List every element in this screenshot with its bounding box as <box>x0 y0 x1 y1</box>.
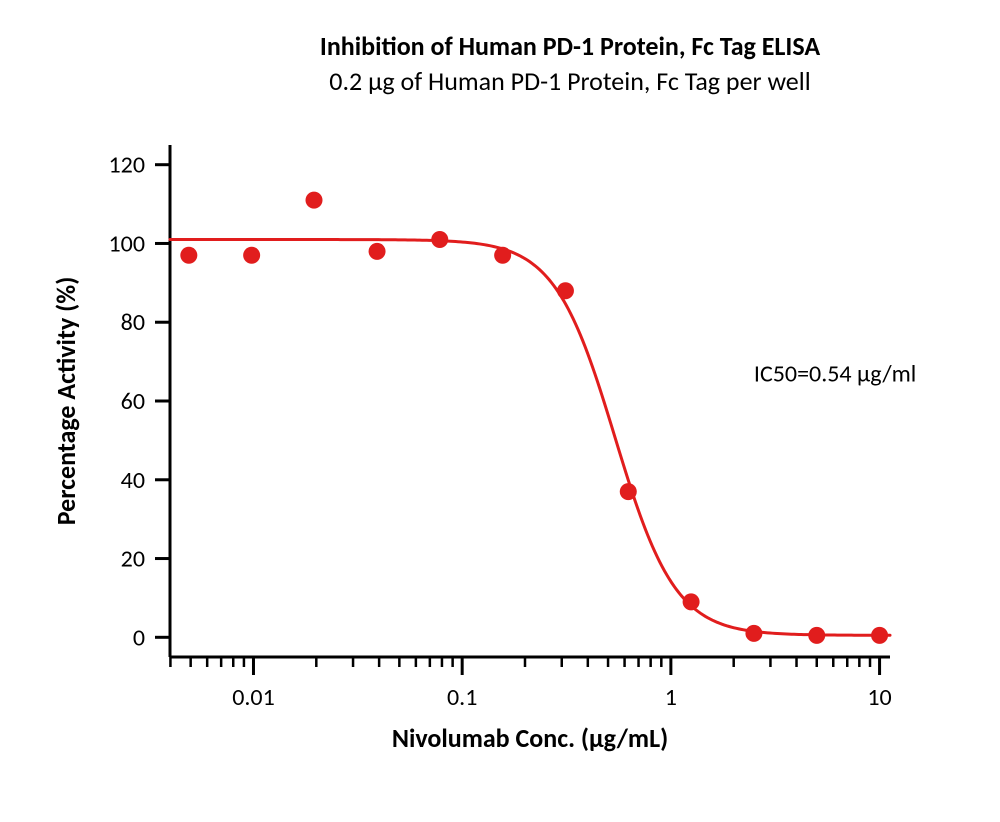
x-tick-label: 0.01 <box>232 683 275 712</box>
data-point <box>808 627 825 644</box>
chart-svg: Inhibition of Human PD-1 Protein, Fc Tag… <box>0 0 1000 822</box>
data-point <box>180 247 197 264</box>
data-point <box>557 282 574 299</box>
y-tick-label: 100 <box>109 229 146 258</box>
data-point <box>620 483 637 500</box>
fit-curve <box>170 240 890 636</box>
x-axis-label: Nivolumab Conc. (µg/mL) <box>392 722 668 754</box>
y-tick-label: 20 <box>121 545 145 574</box>
y-tick-label: 120 <box>109 151 146 180</box>
data-point <box>745 625 762 642</box>
y-tick-label: 80 <box>121 308 145 337</box>
chart-title-sub: 0.2 µg of Human PD-1 Protein, Fc Tag per… <box>329 65 810 97</box>
y-tick-label: 0 <box>133 623 145 652</box>
y-tick-label: 60 <box>121 387 145 416</box>
data-point <box>243 247 260 264</box>
x-tick-label: 10 <box>867 683 891 712</box>
data-point <box>306 192 323 209</box>
y-axis-label: Percentage Activity (%) <box>50 277 82 526</box>
ic50-annotation: IC50=0.54 µg/ml <box>754 359 916 388</box>
data-point <box>494 247 511 264</box>
data-point <box>871 627 888 644</box>
data-point <box>431 231 448 248</box>
y-tick-label: 40 <box>121 466 145 495</box>
x-tick-label: 1 <box>665 683 677 712</box>
chart-title-main: Inhibition of Human PD-1 Protein, Fc Tag… <box>320 30 820 62</box>
x-tick-label: 0.1 <box>447 683 477 712</box>
data-point <box>369 243 386 260</box>
chart-stage: { "chart": { "type": "scatter-with-fit-l… <box>0 0 1000 822</box>
data-point <box>683 593 700 610</box>
